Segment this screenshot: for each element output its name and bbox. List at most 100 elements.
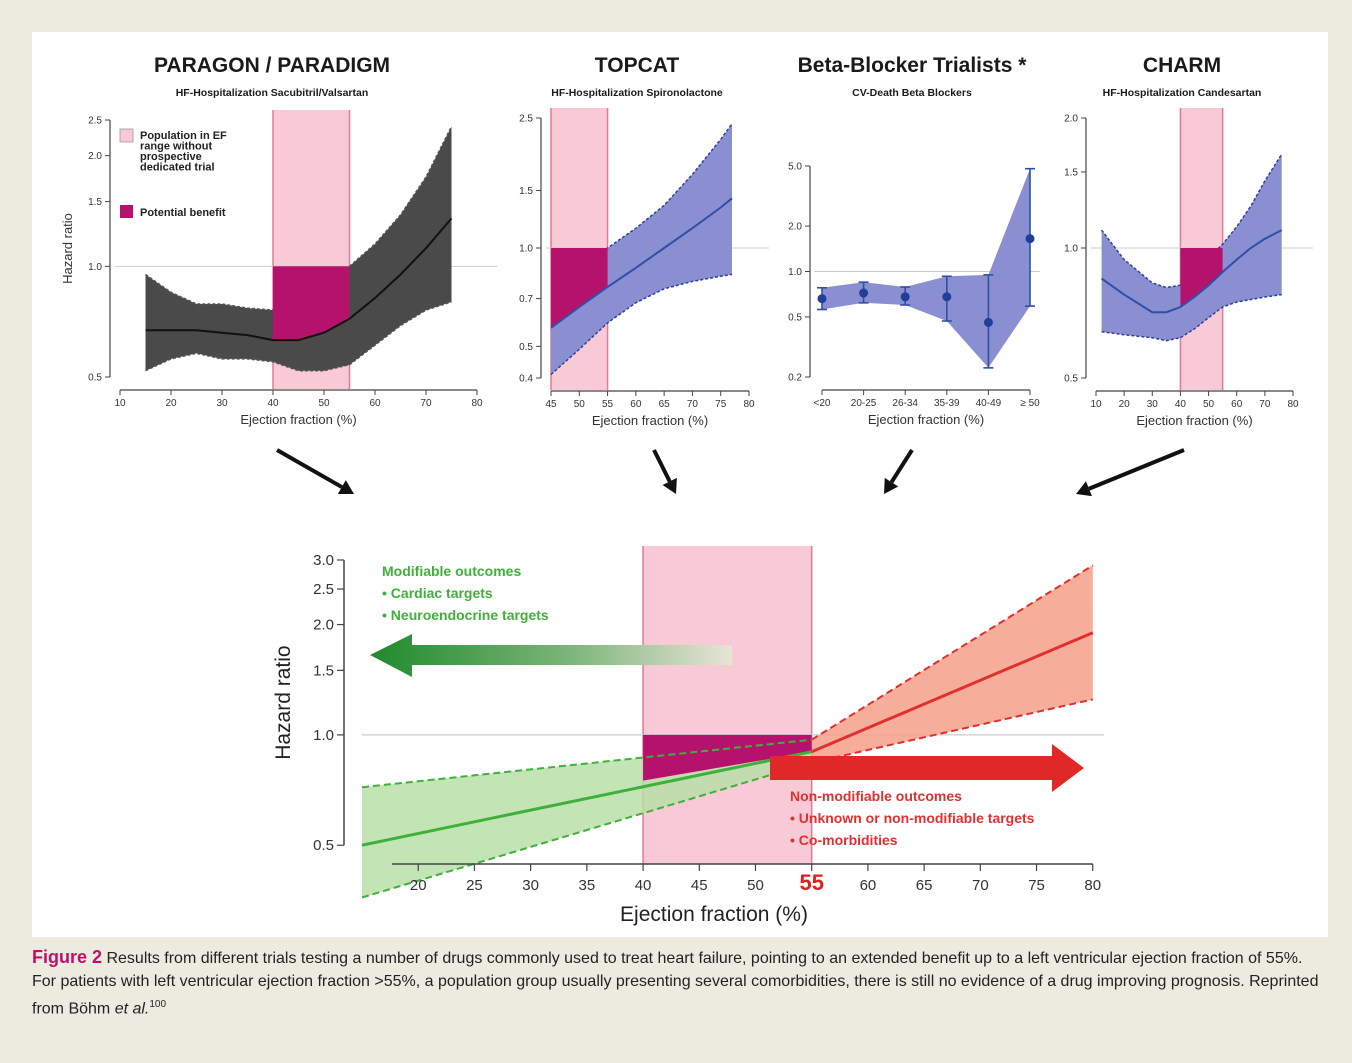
figure-label: Figure 2 — [32, 947, 103, 967]
x-axis-label: Ejection fraction (%) — [240, 412, 356, 427]
chart-title: Beta-Blocker Trialists * — [798, 54, 1028, 77]
green-confidence-band — [362, 739, 812, 898]
y-tick-label: 0.5 — [788, 312, 802, 323]
x-tick-label: 50 — [1203, 399, 1215, 410]
y-tick-label: 2.5 — [519, 114, 533, 125]
chart-title: TOPCAT — [595, 54, 680, 77]
caption-reference: 100 — [149, 999, 167, 1010]
chart-topcat: TOPCAT HF-Hospitalization Spironolactone 4… — [519, 54, 769, 428]
legend-label-population-line: range without — [140, 141, 212, 153]
y-tick-label: 1.5 — [1064, 167, 1078, 178]
y-tick-label: 1.5 — [88, 197, 102, 208]
legend-swatch-population — [119, 128, 134, 143]
modifiable-outcomes-title: Modifiable outcomes — [382, 563, 521, 579]
lower-ci-line — [550, 273, 733, 376]
y-tick-label: 1.0 — [88, 262, 102, 273]
chart-subtitle: HF-Hospitalization Sacubitril/Valsartan — [176, 87, 369, 99]
x-tick-label: 10 — [114, 398, 126, 409]
red-hazard-curve — [811, 631, 1094, 754]
red-confidence-band — [811, 565, 1093, 763]
legend-swatch-benefit — [120, 205, 133, 218]
y-tick-label: 0.5 — [1064, 374, 1078, 385]
x-tick-label: 20 — [410, 877, 427, 894]
x-tick-label: 60 — [369, 398, 381, 409]
x-tick-label: 60 — [630, 399, 642, 410]
x-tick-label: 75 — [715, 399, 727, 410]
y-axis-label: Hazard ratio — [272, 645, 295, 759]
x-tick-label: 80 — [1287, 399, 1299, 410]
x-tick-label: 50 — [747, 877, 764, 894]
y-tick-label: 2.0 — [1064, 114, 1078, 125]
legend-label-benefit: Potential benefit — [140, 207, 226, 219]
y-tick-label: 1.0 — [1064, 244, 1078, 255]
x-tick-label: 55 — [799, 870, 823, 895]
data-point — [1025, 234, 1035, 244]
x-tick-label: 50 — [318, 398, 330, 409]
y-tick-label: 2.0 — [88, 151, 102, 162]
y-tick-label: 2.5 — [313, 581, 334, 598]
caption-text: Results from different trials testing a … — [32, 950, 1319, 1018]
lower-ci-line — [1101, 293, 1282, 342]
x-tick-label: 30 — [216, 398, 228, 409]
x-tick-label: 70 — [420, 398, 432, 409]
arrow-head — [337, 480, 354, 494]
arrow-shaft — [889, 448, 914, 484]
x-tick-label: 70 — [972, 877, 989, 894]
x-tick-label: 60 — [860, 877, 877, 894]
x-tick-label: ≥ 50 — [1020, 398, 1040, 409]
y-tick-label: 0.5 — [88, 373, 102, 384]
x-tick-label: 40-49 — [976, 398, 1002, 409]
figure-canvas: PARAGON / PARADIGM HF-Hospitalization Sac… — [60, 54, 1313, 926]
x-tick-label: 25 — [466, 877, 483, 894]
hazard-ratio-curve — [1101, 229, 1283, 314]
x-axis-label: Ejection fraction (%) — [868, 412, 984, 427]
x-tick-label: 45 — [691, 877, 708, 894]
y-tick-label: 0.5 — [519, 342, 533, 353]
confidence-band — [145, 126, 452, 371]
x-tick-label: 30 — [1147, 399, 1159, 410]
y-tick-label: 0.2 — [788, 373, 802, 384]
y-axis-label: Hazard ratio — [60, 213, 75, 284]
hazard-ratio-curve — [145, 217, 453, 342]
modifiable-outcomes-item: • Neuroendocrine targets — [382, 607, 549, 623]
chart-charm: CHARM HF-Hospitalization Candesartan 10 20 3… — [1064, 54, 1313, 428]
arrow-shaft — [276, 448, 343, 489]
x-axis-label: Ejection fraction (%) — [1136, 413, 1252, 428]
x-tick-label: 20-25 — [851, 398, 877, 409]
potential-benefit-region — [273, 266, 350, 341]
arrow-shaft — [652, 449, 672, 483]
figure-caption: Figure 2 Results from different trials t… — [32, 946, 1322, 1020]
y-tick-label: 2.0 — [313, 617, 334, 634]
y-tick-label: 2.5 — [88, 116, 102, 127]
x-tick-label: 30 — [522, 877, 539, 894]
x-tick-label: 65 — [659, 399, 671, 410]
red-ci-line — [811, 564, 1094, 741]
x-tick-label: 60 — [1231, 399, 1243, 410]
legend-label-population-line: dedicated trial — [140, 162, 215, 174]
y-tick-label: 2.0 — [788, 222, 802, 233]
data-point — [983, 317, 993, 327]
x-tick-label: 40 — [267, 398, 279, 409]
chart-summary: Modifiable outcomes • Cardiac targets • Ne… — [272, 546, 1104, 926]
chart-paragon: PARAGON / PARADIGM HF-Hospitalization Sac… — [60, 54, 497, 427]
modifiable-direction-arrow — [370, 634, 732, 677]
data-point — [859, 288, 869, 298]
chart-subtitle: HF-Hospitalization Spironolactone — [551, 87, 723, 99]
x-tick-label: 45 — [545, 399, 557, 410]
x-tick-label: 20 — [165, 398, 177, 409]
arrow-head — [662, 477, 677, 494]
green-ci-line — [361, 738, 812, 789]
arrow-head — [884, 477, 899, 494]
legend-label-population-line: Population in EF — [140, 130, 227, 142]
arrow-shaft — [1088, 448, 1185, 491]
confidence-band — [822, 168, 1030, 368]
y-tick-label: 1.0 — [519, 244, 533, 255]
arrow-head — [1076, 481, 1092, 497]
x-tick-label: <20 — [814, 398, 831, 409]
green-ci-line — [361, 761, 812, 899]
caption-etal: et al. — [114, 1000, 150, 1018]
x-tick-label: 20 — [1119, 399, 1131, 410]
y-tick-label: 1.5 — [519, 186, 533, 197]
x-tick-label: 70 — [1259, 399, 1271, 410]
